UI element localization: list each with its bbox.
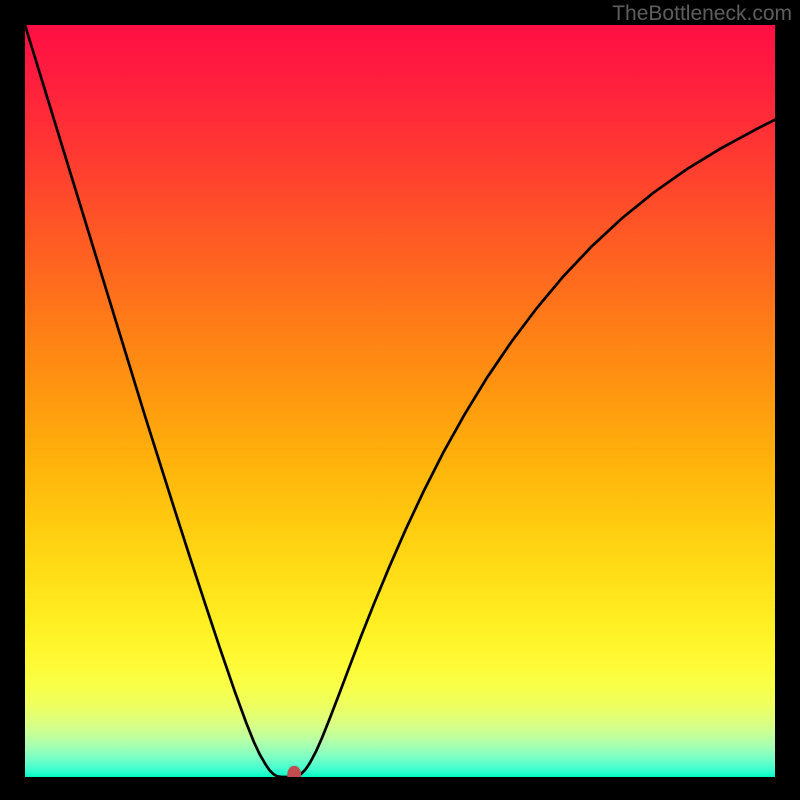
bottleneck-curve-chart — [25, 25, 775, 777]
bottleneck-curve — [25, 25, 775, 777]
watermark-text: TheBottleneck.com — [612, 2, 792, 26]
plot-area — [25, 25, 775, 777]
optimal-point-marker — [287, 766, 301, 777]
